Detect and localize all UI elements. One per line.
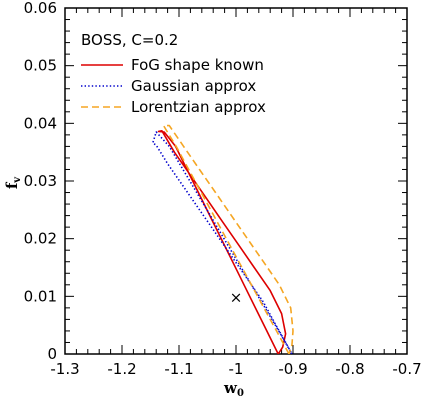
legend-title: BOSS, C=0.2 (81, 31, 178, 49)
y-tick-label: 0.03 (24, 172, 57, 190)
x-tick-label: -1.2 (107, 360, 136, 378)
legend-label: FoG shape known (131, 56, 264, 74)
series-gaussian-approx (152, 131, 293, 354)
x-tick-label: -0.8 (335, 360, 364, 378)
series-group (152, 124, 294, 354)
x-tick-label: -1.1 (164, 360, 193, 378)
y-tick-label: 0.04 (24, 114, 57, 132)
fiducial-group: × (230, 288, 243, 306)
x-tick-label: -1 (229, 360, 244, 378)
series-lorentzian-approx (162, 124, 294, 354)
x-tick-label: -0.7 (392, 360, 421, 378)
series-fog-shape-known (157, 130, 287, 354)
x-tick-label: -0.9 (278, 360, 307, 378)
y-tick-label: 0.02 (24, 230, 57, 248)
y-tick-label: 0.01 (24, 287, 57, 305)
legend-label: Lorentzian approx (131, 98, 266, 116)
legend-label: Gaussian approx (131, 77, 256, 95)
legend: BOSS, C=0.2 FoG shape known Gaussian appro… (81, 31, 266, 116)
tick-group: -1.3 -1.2 -1.1 -1 -0.9 -0.8 -0.7 0 0.01 0.02 0.03 0… (24, 0, 422, 378)
y-tick-label: 0 (47, 345, 57, 363)
y-axis-title: fv (3, 176, 23, 189)
x-axis-title: w0 (223, 379, 244, 399)
y-tick-label: 0.05 (24, 57, 57, 75)
y-tick-label: 0.06 (24, 0, 57, 17)
fiducial-marker: × (230, 288, 243, 306)
x-tick-label: -1.3 (50, 360, 79, 378)
